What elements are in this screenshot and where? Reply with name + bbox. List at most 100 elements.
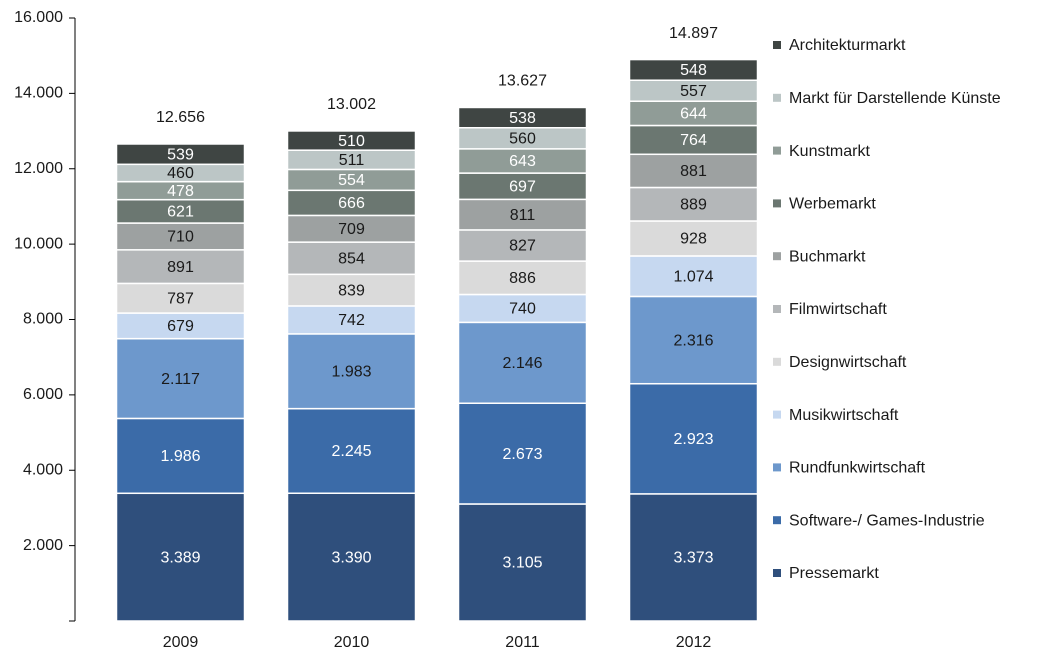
bar-segment	[628, 100, 759, 127]
bar-segment	[457, 402, 588, 505]
legend-label: Filmwirtschaft	[789, 301, 887, 318]
x-tick-label: 2009	[163, 634, 199, 651]
value-label: 1.986	[160, 448, 200, 465]
value-label: 511	[339, 152, 365, 169]
total-label: 12.656	[156, 109, 205, 126]
value-label: 742	[338, 312, 365, 329]
bar-segment	[457, 172, 588, 201]
bar-segment	[628, 382, 759, 495]
value-label: 510	[338, 133, 365, 150]
value-label: 839	[338, 282, 365, 299]
legend-swatch	[773, 569, 781, 577]
total-label: 13.002	[327, 96, 376, 113]
legend-swatch	[773, 516, 781, 525]
value-label: 460	[167, 165, 194, 182]
bar-segment	[115, 417, 246, 495]
value-label: 2.673	[502, 446, 542, 463]
bar-segment	[115, 282, 246, 314]
value-label: 2.245	[331, 443, 371, 460]
value-label: 548	[680, 62, 707, 79]
value-label: 1.074	[673, 268, 713, 285]
x-tick-label: 2011	[505, 634, 540, 651]
legend-label: Markt für Darstellende Künste	[789, 90, 1001, 107]
y-tick-label: 4.000	[23, 461, 63, 478]
bar-segment	[286, 214, 417, 243]
legend-swatch	[773, 463, 781, 472]
bar-segment	[457, 503, 588, 622]
value-label: 740	[509, 301, 536, 318]
value-label: 679	[167, 318, 194, 335]
value-label: 827	[509, 238, 536, 255]
legend-label: Kunstmarkt	[789, 143, 870, 160]
bar-segment	[286, 273, 417, 307]
bar-segment	[286, 189, 417, 217]
value-label: 697	[509, 178, 536, 195]
legend-label: Architekturmarkt	[789, 37, 906, 54]
bar-segment	[115, 143, 246, 166]
value-label: 886	[509, 270, 536, 287]
bar-segment	[628, 255, 759, 298]
y-tick-label: 6.000	[23, 386, 63, 403]
y-tick-label: 10.000	[14, 235, 63, 252]
value-label: 1.983	[331, 363, 371, 380]
y-tick-label: 14.000	[14, 85, 63, 102]
legend-label: Software-/ Games-Industrie	[789, 512, 985, 529]
value-label: 2.117	[161, 371, 200, 388]
legend-label: Pressemarkt	[789, 565, 879, 582]
y-tick-label: 12.000	[14, 160, 63, 177]
value-label: 644	[680, 106, 707, 123]
bar-segment	[457, 229, 588, 262]
bar-segment	[115, 222, 246, 251]
value-label: 3.389	[160, 549, 200, 566]
bar-segment	[628, 58, 759, 81]
bar-segment	[286, 241, 417, 276]
x-tick-label: 2012	[676, 634, 712, 651]
bar-segment	[115, 337, 246, 420]
value-label: 643	[509, 153, 536, 170]
x-tick-label: 2010	[334, 634, 370, 651]
value-label: 3.105	[502, 555, 542, 572]
value-label: 666	[338, 195, 365, 212]
bar-segment	[457, 198, 588, 231]
value-label: 3.373	[673, 550, 713, 567]
bar-segment	[457, 260, 588, 296]
bar-segment	[628, 124, 759, 156]
value-label: 787	[167, 290, 194, 307]
value-label: 621	[167, 204, 194, 221]
value-label: 478	[167, 183, 194, 200]
bar-segment	[286, 130, 417, 151]
value-label: 557	[680, 83, 707, 100]
legend-label: Musikwirtschaft	[789, 407, 899, 424]
bar-segment	[628, 493, 759, 622]
value-label: 764	[680, 132, 707, 149]
legend-swatch	[773, 305, 781, 313]
value-label: 891	[167, 259, 194, 276]
bar-segment	[628, 220, 759, 257]
legend-swatch	[773, 252, 781, 261]
value-label: 889	[680, 196, 707, 213]
value-label: 2.923	[673, 431, 713, 448]
y-tick-label: 2.000	[23, 537, 63, 554]
legend-swatch	[773, 146, 781, 155]
legend-swatch	[773, 93, 781, 102]
legend-swatch	[773, 199, 781, 208]
value-label: 709	[338, 221, 365, 238]
legend-label: Werbemarkt	[789, 196, 876, 213]
bar-segment	[286, 305, 417, 335]
bar-segment	[457, 106, 588, 129]
value-label: 811	[510, 207, 536, 224]
value-label: 928	[680, 231, 707, 248]
legend-label: Rundfunkwirtschaft	[789, 460, 926, 477]
legend-swatch	[773, 41, 781, 49]
total-label: 13.627	[498, 73, 547, 90]
legend-swatch	[773, 410, 781, 419]
value-label: 554	[338, 172, 365, 189]
value-label: 538	[509, 110, 536, 127]
y-tick-label: 16.000	[14, 9, 63, 26]
bar-segment	[457, 321, 588, 404]
value-label: 2.316	[673, 332, 713, 349]
total-label: 14.897	[669, 25, 718, 42]
y-tick-label: 8.000	[23, 311, 63, 328]
value-label: 881	[680, 163, 707, 180]
